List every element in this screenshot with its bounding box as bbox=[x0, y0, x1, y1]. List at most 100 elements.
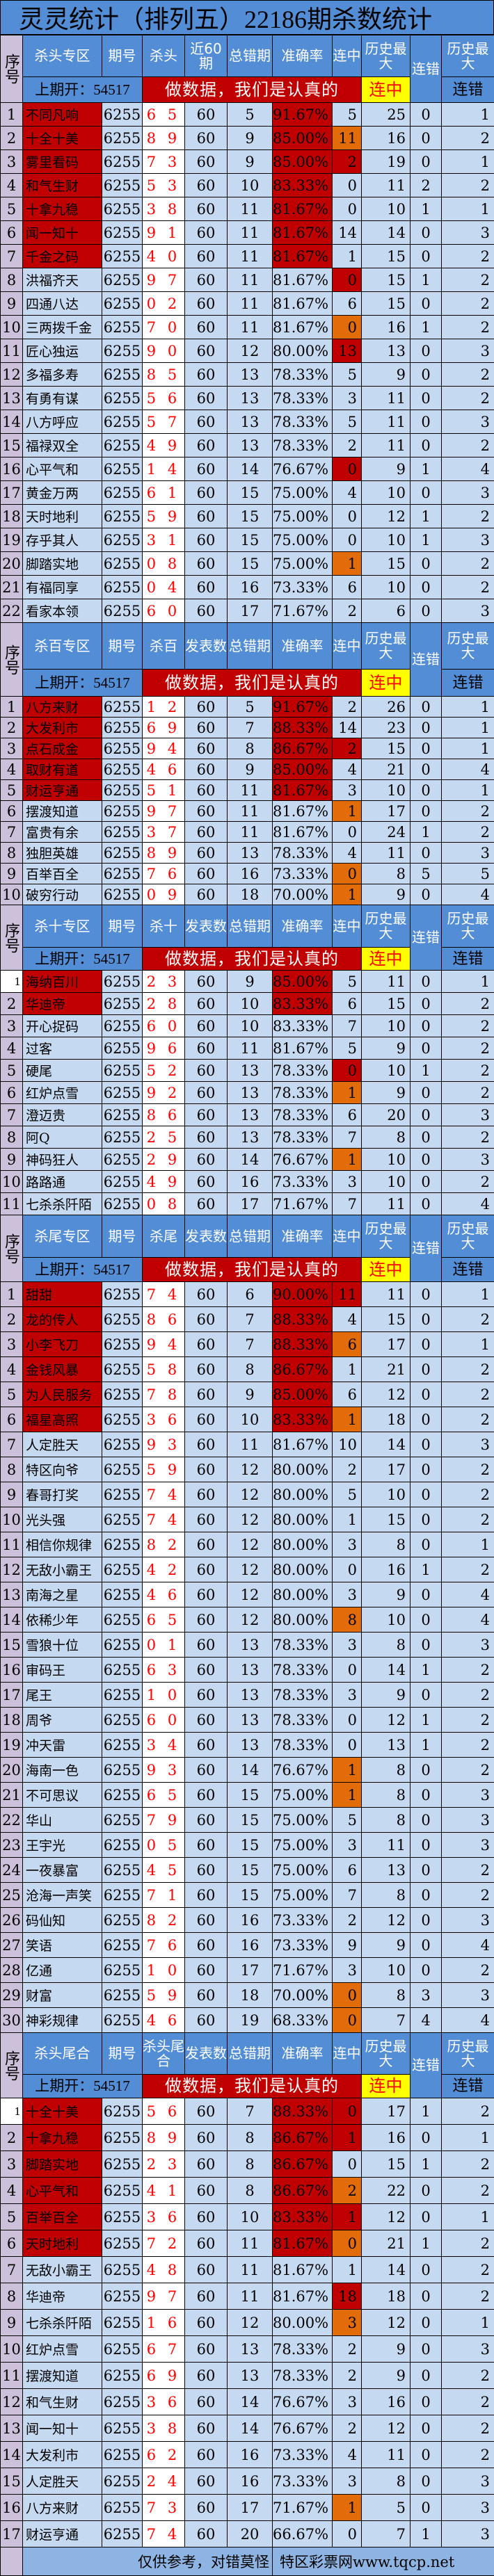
table-row[interactable]: 5 十拿九稳 6255 3 8 60 11 81.67% 0 10 1 1 bbox=[1, 197, 494, 221]
table-row[interactable]: 11 摆渡知道 6255 6 9 60 13 78.33% 2 9 0 2 bbox=[1, 2363, 494, 2389]
table-row[interactable]: 11 七杀杀阡陌 6255 0 8 60 17 71.67% 7 11 0 4 bbox=[1, 1193, 494, 1215]
table-row[interactable]: 12 和气生财 6255 3 6 60 14 76.67% 3 16 0 2 bbox=[1, 2389, 494, 2415]
table-row[interactable]: 1 海纳百川 6255 2 3 60 9 85.00% 5 11 0 1 bbox=[1, 971, 494, 993]
table-row[interactable]: 14 大发利市 6255 6 2 60 16 73.33% 4 11 0 2 bbox=[1, 2442, 494, 2468]
table-row[interactable]: 18 天时地利 6255 5 9 60 15 75.00% 0 12 1 2 bbox=[1, 505, 494, 528]
table-row[interactable]: 11 匠心独运 6255 9 0 60 12 80.00% 13 13 0 3 bbox=[1, 339, 494, 363]
table-row[interactable]: 23 王宇光 6255 0 5 60 15 75.00% 3 11 0 3 bbox=[1, 1833, 494, 1858]
table-row[interactable]: 17 黄金万两 6255 6 1 60 15 75.00% 4 10 0 3 bbox=[1, 481, 494, 505]
table-row[interactable]: 10 三两拨千金 6255 7 0 60 11 81.67% 0 16 1 2 bbox=[1, 316, 494, 339]
table-row[interactable]: 16 八方来财 6255 7 3 60 17 71.67% 1 5 0 3 bbox=[1, 2495, 494, 2521]
table-row[interactable]: 3 小李飞刀 6255 9 4 60 7 88.33% 6 17 0 1 bbox=[1, 1332, 494, 1357]
table-row[interactable]: 14 八方呼应 6255 5 7 60 13 78.33% 5 11 0 3 bbox=[1, 410, 494, 434]
table-row[interactable]: 4 心平气和 6255 4 1 60 8 86.67% 2 22 0 2 bbox=[1, 2178, 494, 2204]
table-row[interactable]: 9 百举百全 6255 7 6 60 16 73.33% 0 8 5 5 bbox=[1, 864, 494, 884]
table-row[interactable]: 20 海南一色 6255 9 3 60 14 76.67% 1 8 0 2 bbox=[1, 1758, 494, 1783]
table-row[interactable]: 24 一夜暴富 6255 4 5 60 15 75.00% 6 13 0 2 bbox=[1, 1858, 494, 1883]
table-row[interactable]: 8 阿Q 6255 2 5 60 13 78.33% 7 8 0 2 bbox=[1, 1126, 494, 1149]
table-row[interactable]: 27 笑语 6255 7 6 60 16 73.33% 9 9 0 4 bbox=[1, 1933, 494, 1958]
table-row[interactable]: 15 人定胜天 6255 2 4 60 16 73.33% 3 8 0 3 bbox=[1, 2468, 494, 2495]
table-row[interactable]: 7 千金之码 6255 4 0 60 11 81.67% 1 15 0 2 bbox=[1, 245, 494, 268]
table-row[interactable]: 17 财运亨通 6255 7 4 60 20 66.67% 0 7 1 3 bbox=[1, 2521, 494, 2547]
table-row[interactable]: 3 点石成金 6255 9 4 60 8 86.67% 2 15 0 1 bbox=[1, 738, 494, 759]
table-row[interactable]: 10 红炉点雪 6255 6 7 60 13 78.33% 2 9 0 3 bbox=[1, 2336, 494, 2363]
table-row[interactable]: 29 财富 6255 5 9 60 18 70.00% 0 8 3 3 bbox=[1, 1983, 494, 2008]
table-row[interactable]: 14 依稀少年 6255 6 5 60 12 80.00% 8 10 0 4 bbox=[1, 1607, 494, 1633]
table-row[interactable]: 5 财运亨通 6255 5 1 60 11 81.67% 3 10 0 1 bbox=[1, 780, 494, 801]
table-row[interactable]: 1 不同凡响 6255 6 5 60 5 91.67% 5 25 0 1 bbox=[1, 103, 494, 127]
table-row[interactable]: 7 无敌小霸王 6255 4 8 60 11 81.67% 1 14 0 2 bbox=[1, 2257, 494, 2283]
table-row[interactable]: 13 闻一知十 6255 3 8 60 14 76.67% 2 12 0 2 bbox=[1, 2415, 494, 2442]
period: 6255 bbox=[102, 697, 143, 718]
table-row[interactable]: 2 龙的传人 6255 8 6 60 7 88.33% 4 15 0 2 bbox=[1, 1307, 494, 1332]
table-row[interactable]: 19 存乎其人 6255 3 1 60 15 75.00% 0 10 1 3 bbox=[1, 528, 494, 552]
table-row[interactable]: 7 富贵有余 6255 3 7 60 11 81.67% 0 24 1 2 bbox=[1, 822, 494, 843]
table-row[interactable]: 12 多福多寿 6255 8 5 60 13 78.33% 5 9 0 2 bbox=[1, 363, 494, 387]
table-row[interactable]: 4 和气生财 6255 5 3 60 10 83.33% 0 11 2 2 bbox=[1, 174, 494, 197]
table-row[interactable]: 26 码仙知 6255 8 2 60 16 73.33% 2 12 0 3 bbox=[1, 1908, 494, 1933]
predictor-name: 天时地利 bbox=[23, 505, 102, 528]
footer-site-link[interactable]: 特区彩票网www.tqcp.net bbox=[273, 2547, 494, 2576]
accuracy: 75.00% bbox=[273, 481, 333, 505]
table-row[interactable]: 9 春哥打奖 6255 7 4 60 12 80.00% 5 10 0 2 bbox=[1, 1482, 494, 1507]
table-row[interactable]: 12 无敌小霸王 6255 4 2 60 12 80.00% 0 16 1 2 bbox=[1, 1557, 494, 1582]
table-row[interactable]: 2 十拿九稳 6255 8 9 60 8 86.67% 1 16 0 1 bbox=[1, 2125, 494, 2151]
table-row[interactable]: 22 看家本领 6255 6 0 60 17 71.67% 2 6 0 3 bbox=[1, 599, 494, 623]
table-row[interactable]: 20 脚踏实地 6255 0 8 60 15 75.00% 1 15 0 2 bbox=[1, 552, 494, 576]
table-row[interactable]: 18 周爷 6255 6 0 60 13 78.33% 0 12 1 2 bbox=[1, 1708, 494, 1733]
table-row[interactable]: 5 百举百全 6255 3 6 60 10 83.33% 1 12 0 1 bbox=[1, 2204, 494, 2230]
hist-max-error-streak: 3 bbox=[442, 2468, 494, 2495]
table-row[interactable]: 4 取财有道 6255 4 6 60 9 85.00% 4 21 0 4 bbox=[1, 759, 494, 780]
table-row[interactable]: 25 沧海一声笑 6255 7 1 60 15 75.00% 7 8 0 2 bbox=[1, 1883, 494, 1908]
table-row[interactable]: 8 洪福齐天 6255 9 7 60 11 81.67% 0 15 1 2 bbox=[1, 268, 494, 292]
table-row[interactable]: 9 神码狂人 6255 2 9 60 14 76.67% 1 10 0 3 bbox=[1, 1149, 494, 1171]
table-row[interactable]: 5 为人民服务 6255 7 8 60 9 85.00% 6 12 0 2 bbox=[1, 1382, 494, 1407]
table-row[interactable]: 7 澄迈贵 6255 8 6 60 13 78.33% 6 20 0 3 bbox=[1, 1104, 494, 1126]
table-row[interactable]: 10 光头强 6255 7 4 60 12 80.00% 1 15 0 2 bbox=[1, 1507, 494, 1532]
table-row[interactable]: 21 有福同享 6255 0 4 60 16 73.33% 6 10 0 2 bbox=[1, 576, 494, 599]
table-row[interactable]: 21 不可思议 6255 6 5 60 15 75.00% 1 8 0 3 bbox=[1, 1783, 494, 1808]
table-row[interactable]: 22 华山 6255 7 9 60 15 75.00% 5 8 0 3 bbox=[1, 1808, 494, 1833]
table-row[interactable]: 8 华迪帝 6255 9 7 60 11 81.67% 18 18 0 2 bbox=[1, 2283, 494, 2310]
table-row[interactable]: 10 路路通 6255 4 9 60 16 73.33% 3 10 0 2 bbox=[1, 1171, 494, 1193]
table-row[interactable]: 2 十全十美 6255 8 9 60 9 85.00% 11 16 0 2 bbox=[1, 127, 494, 150]
table-row[interactable]: 6 摆渡知道 6255 9 7 60 11 81.67% 1 17 0 2 bbox=[1, 801, 494, 822]
period: 6255 bbox=[102, 197, 143, 221]
table-row[interactable]: 6 闻一知十 6255 9 1 60 11 81.67% 14 14 0 3 bbox=[1, 221, 494, 245]
table-row[interactable]: 10 破穷行动 6255 0 9 60 18 70.00% 1 9 0 4 bbox=[1, 884, 494, 905]
predictor-name: 红炉点雪 bbox=[23, 2336, 102, 2363]
table-row[interactable]: 6 福星高照 6255 3 6 60 10 83.33% 1 18 0 2 bbox=[1, 1407, 494, 1432]
table-row[interactable]: 13 有勇有谋 6255 5 6 60 13 78.33% 3 11 0 2 bbox=[1, 387, 494, 410]
table-row[interactable]: 1 十全十美 6255 5 6 60 7 88.33% 0 17 1 2 bbox=[1, 2098, 494, 2125]
table-row[interactable]: 1 八方来财 6255 1 2 60 5 91.67% 2 26 0 1 bbox=[1, 697, 494, 718]
table-row[interactable]: 11 相信你规律 6255 8 2 60 12 80.00% 3 8 0 1 bbox=[1, 1532, 494, 1557]
table-row[interactable]: 8 特区向爷 6255 5 9 60 12 80.00% 2 17 0 2 bbox=[1, 1457, 494, 1482]
table-row[interactable]: 4 金钱风暴 6255 5 8 60 8 86.67% 1 21 0 2 bbox=[1, 1357, 494, 1382]
table-row[interactable]: 2 大发利市 6255 6 9 60 7 88.33% 14 23 0 1 bbox=[1, 718, 494, 738]
table-row[interactable]: 19 冲天雷 6255 3 4 60 13 78.33% 0 13 1 2 bbox=[1, 1733, 494, 1758]
table-row[interactable]: 5 硬尾 6255 5 2 60 13 78.33% 0 10 1 2 bbox=[1, 1060, 494, 1082]
table-row[interactable]: 15 雪狼十位 6255 0 1 60 13 78.33% 3 8 0 3 bbox=[1, 1633, 494, 1658]
table-row[interactable]: 28 亿通 6255 1 0 60 17 71.67% 3 10 0 2 bbox=[1, 1958, 494, 1983]
table-row[interactable]: 9 七杀杀阡陌 6255 1 6 60 12 80.00% 3 12 0 1 bbox=[1, 2310, 494, 2336]
table-row[interactable]: 6 天时地利 6255 7 2 60 11 81.67% 0 21 1 2 bbox=[1, 2230, 494, 2257]
total-errors: 17 bbox=[228, 1958, 273, 1983]
table-row[interactable]: 4 过客 6255 9 6 60 11 81.67% 5 9 0 2 bbox=[1, 1037, 494, 1060]
current-streak: 10 bbox=[333, 1432, 362, 1457]
table-row[interactable]: 30 神彩规律 6255 4 6 60 19 68.33% 0 7 4 4 bbox=[1, 2008, 494, 2033]
table-row[interactable]: 9 四通八达 6255 0 2 60 11 81.67% 6 15 0 2 bbox=[1, 292, 494, 316]
table-row[interactable]: 16 心平气和 6255 1 4 60 14 76.67% 0 9 1 4 bbox=[1, 457, 494, 481]
table-row[interactable]: 1 甜甜 6255 7 4 60 6 90.00% 11 11 0 1 bbox=[1, 1282, 494, 1307]
table-row[interactable]: 3 脚踏实地 6255 2 3 60 8 86.67% 0 15 1 2 bbox=[1, 2151, 494, 2178]
table-row[interactable]: 17 尾王 6255 1 0 60 13 78.33% 3 9 0 2 bbox=[1, 1683, 494, 1708]
table-row[interactable]: 3 雾里看码 6255 7 3 60 9 85.00% 2 19 0 1 bbox=[1, 150, 494, 174]
table-row[interactable]: 16 审码王 6255 6 3 60 13 78.33% 0 14 1 2 bbox=[1, 1658, 494, 1683]
table-row[interactable]: 13 南海之星 6255 4 6 60 12 80.00% 3 9 0 4 bbox=[1, 1582, 494, 1607]
table-row[interactable]: 2 华迪帝 6255 2 8 60 10 83.33% 6 15 0 2 bbox=[1, 993, 494, 1015]
table-row[interactable]: 15 福禄双全 6255 4 9 60 13 78.33% 2 11 0 2 bbox=[1, 434, 494, 457]
table-row[interactable]: 3 开心捉码 6255 6 0 60 10 83.33% 7 10 0 2 bbox=[1, 1015, 494, 1037]
table-row[interactable]: 8 独胆英雄 6255 8 9 60 13 78.33% 4 11 0 3 bbox=[1, 843, 494, 864]
table-row[interactable]: 7 人定胜天 6255 9 3 60 11 81.67% 10 14 0 3 bbox=[1, 1432, 494, 1457]
table-row[interactable]: 6 红炉点雪 6255 9 2 60 13 78.33% 1 9 0 2 bbox=[1, 1082, 494, 1104]
error-streak: 0 bbox=[411, 2415, 442, 2442]
